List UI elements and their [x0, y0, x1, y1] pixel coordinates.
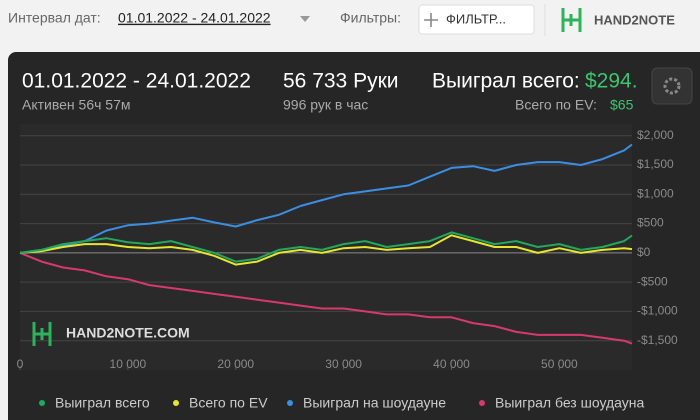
y-tick-label: $2,000 [637, 128, 674, 142]
plus-icon [424, 13, 438, 27]
won-label: Выиграл всего: [432, 70, 580, 93]
settings-button[interactable] [651, 67, 693, 105]
x-tick-label: 10 000 [110, 357, 147, 371]
ev-value: $65 [610, 97, 634, 113]
series-line [19, 143, 633, 254]
logo-icon [561, 8, 582, 32]
legend-label: Выиграл на шоудауне [303, 395, 446, 411]
legend-label: Выиграл без шоудауна [495, 395, 645, 411]
date-label: Интервал дат: [8, 10, 101, 26]
won-value: $294. [585, 70, 638, 93]
dropdown-arrow[interactable] [300, 16, 310, 22]
legend-dot [287, 400, 293, 406]
y-tick-label: $1,500 [637, 157, 674, 171]
panel: 01.01.2022 - 24.01.2022 Активен 56ч 57м … [8, 52, 700, 420]
y-tick-label: $0 [637, 245, 651, 259]
y-tick-label: $500 [637, 216, 664, 230]
summary-date: 01.01.2022 - 24.01.2022 [22, 70, 251, 93]
summary-rate: 996 рук в час [283, 97, 368, 113]
y-tick-label: $1,000 [637, 186, 674, 200]
y-tick-label: -$1,500 [637, 333, 678, 347]
date-picker[interactable]: 01.01.2022 - 24.01.2022 [118, 10, 271, 26]
x-tick-label: 20 000 [217, 357, 254, 371]
filter-button-label[interactable]: ФИЛЬТР... [446, 11, 506, 26]
y-tick-label: -$500 [637, 274, 668, 288]
series-line [19, 231, 633, 263]
legend-dot [39, 400, 45, 406]
x-tick-label: 30 000 [325, 357, 362, 371]
watermark-icon [32, 322, 52, 346]
x-tick-label: 50 000 [541, 357, 578, 371]
x-tick-label: 0 [17, 357, 24, 371]
series-line [19, 234, 633, 266]
watermark: HAND2NOTE.COM [32, 322, 190, 346]
series-line [19, 251, 633, 345]
legend-dot [479, 400, 485, 406]
y-tick-label: -$1,000 [637, 304, 678, 318]
filters-label: Фильтры: [340, 10, 401, 26]
logo-text: HAND2NOTE [594, 12, 675, 27]
legend-label: Выиграл всего [55, 395, 150, 411]
x-tick-label: 40 000 [433, 357, 470, 371]
filter-button[interactable] [418, 4, 535, 35]
plot: -$1,500 -$1,000 -$500 $0 $500 $1,000 $1,500 $2,… [17, 124, 678, 411]
watermark-text: HAND2NOTE.COM [66, 325, 190, 341]
summary-active: Активен 56ч 57м [22, 97, 131, 113]
ev-label: Всего по EV: [515, 97, 597, 113]
gear-icon[interactable] [663, 77, 681, 95]
summary-hands: 56 733 Руки [283, 70, 399, 93]
legend-dot [173, 400, 179, 406]
legend-label: Всего по EV [189, 395, 268, 411]
